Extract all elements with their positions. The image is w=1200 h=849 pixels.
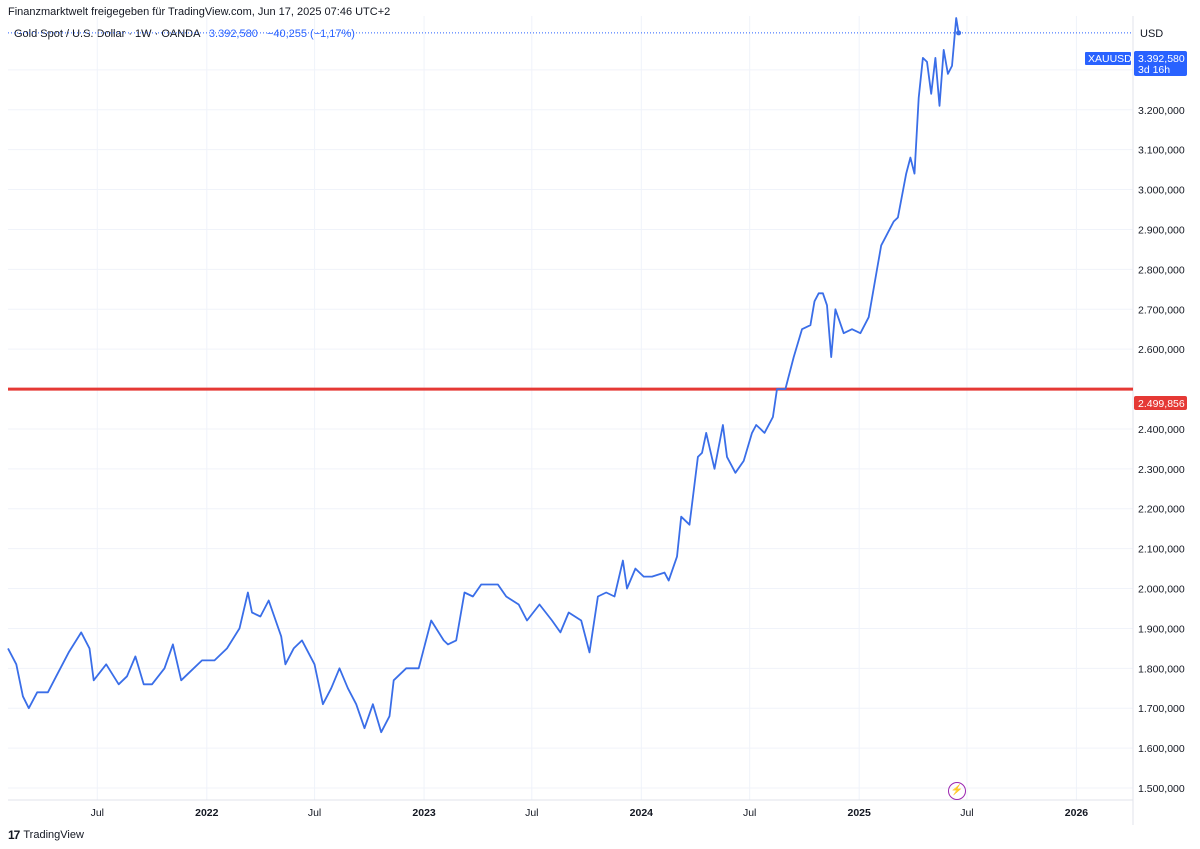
x-tick-label: 2026 [1065,807,1089,819]
last-price: 3.392,580 [208,28,258,40]
x-tick-label: Jul [525,807,538,819]
x-tick-label: Jul [91,807,104,819]
y-tick-label: 1.600,000 [1138,743,1185,755]
price-tag-ticker-bg [1085,52,1131,65]
y-tick-label: 2.600,000 [1138,344,1185,356]
y-tick-label: 2.000,000 [1138,584,1185,596]
lightning-icon[interactable]: ⚡ [948,782,966,800]
price-tag-bg [1134,51,1187,76]
y-tick-label: 2.400,000 [1138,424,1185,436]
y-tick-label: 3.000,000 [1138,185,1185,197]
y-tick-label: 2.100,000 [1138,544,1185,556]
tradingview-logo-icon: 17 [8,828,20,842]
y-tick-label: 2.200,000 [1138,504,1185,516]
price-tag-ticker: XAUUSD [1088,53,1132,65]
x-tick-label: 2024 [630,807,654,819]
y-tick-label: 2.900,000 [1138,224,1185,236]
price-change: −40,255 (−1,17%) [266,28,355,40]
y-tick-label: 1.500,000 [1138,783,1185,795]
x-tick-label: 2023 [412,807,436,819]
x-tick-label: 2022 [195,807,219,819]
y-tick-label: 2.700,000 [1138,304,1185,316]
price-axis-ticks: 3.300,0003.200,0003.100,0003.000,0002.90… [1138,65,1185,795]
symbol-legend[interactable]: Gold Spot / U.S. Dollar · 1W · OANDA 3.3… [14,28,355,40]
last-price-dot [956,30,962,36]
y-tick-label: 1.800,000 [1138,663,1185,675]
grid-lines [8,16,1133,800]
price-tag[interactable]: XAUUSD 3.392,580 3d 16h [1085,51,1187,76]
symbol-description: Gold Spot / U.S. Dollar · 1W · OANDA [14,28,200,40]
level-tag[interactable]: 2.499,856 [1134,396,1187,410]
currency-label[interactable]: USD [1140,28,1164,40]
x-tick-label: Jul [743,807,756,819]
y-tick-label: 3.200,000 [1138,105,1185,117]
x-tick-label: 2025 [848,807,872,819]
tradingview-brand: TradingView [23,829,84,841]
y-tick-label: 2.300,000 [1138,464,1185,476]
price-tag-countdown: 3d 16h [1138,64,1170,76]
level-tag-bg [1134,396,1187,410]
x-tick-label: Jul [960,807,973,819]
price-tag-value: 3.392,580 [1138,53,1185,65]
y-tick-label: 3.100,000 [1138,145,1185,157]
x-tick-label: Jul [308,807,321,819]
y-tick-label: 2.800,000 [1138,264,1185,276]
y-tick-label: 1.900,000 [1138,623,1185,635]
y-tick-label: 1.700,000 [1138,703,1185,715]
time-axis-ticks: Jul 2022 Jul 2023 Jul 2024 Jul 2025 Jul 2026 [91,807,1089,819]
chart-caption: Finanzmarktwelt freigegeben für TradingV… [8,6,391,18]
series-line [7,17,960,734]
footer-branding[interactable]: 17 TradingView [8,828,84,842]
level-tag-value: 2.499,856 [1138,398,1185,410]
